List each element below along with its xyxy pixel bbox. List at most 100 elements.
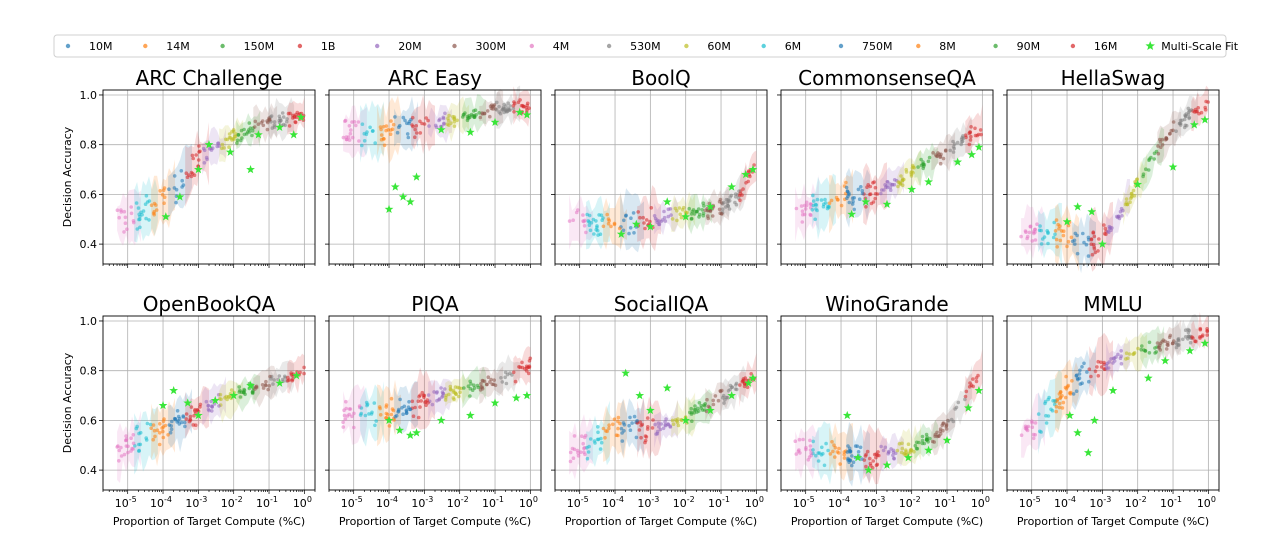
data-point	[939, 152, 943, 157]
data-point	[582, 224, 587, 228]
data-point	[1038, 224, 1042, 228]
data-point	[931, 151, 935, 155]
data-point	[671, 422, 676, 427]
data-point	[413, 127, 418, 132]
data-point	[191, 156, 195, 161]
data-point	[963, 394, 968, 399]
fit-point-star-icon	[861, 197, 871, 206]
data-point	[1023, 229, 1028, 233]
x-tick-label: 10-2	[1125, 495, 1147, 510]
data-point	[1054, 237, 1059, 242]
data-point	[798, 451, 802, 455]
fit-point-star-icon	[465, 127, 475, 136]
data-point	[206, 404, 210, 408]
data-point	[1058, 224, 1062, 228]
data-point	[204, 155, 209, 160]
confidence-band	[202, 126, 226, 175]
data-point	[517, 365, 521, 369]
fit-point-star-icon	[490, 117, 500, 127]
x-tick-label: 10-3	[1089, 495, 1111, 510]
data-point	[1058, 396, 1062, 401]
data-point	[837, 446, 841, 451]
data-point	[811, 199, 816, 203]
data-point	[1091, 230, 1096, 234]
data-point	[395, 130, 400, 135]
data-point	[144, 436, 148, 440]
data-point	[134, 426, 139, 431]
data-point	[696, 207, 701, 211]
fit-point-star-icon	[1073, 202, 1083, 211]
data-point	[1086, 237, 1091, 242]
data-point	[597, 213, 601, 217]
data-point	[1153, 346, 1157, 350]
data-point	[1181, 337, 1185, 342]
fit-point-star-icon	[229, 390, 239, 400]
data-point	[204, 399, 209, 404]
data-point	[911, 171, 915, 175]
data-point	[172, 186, 177, 190]
data-point	[599, 440, 604, 445]
data-point	[742, 384, 747, 389]
data-point	[1031, 436, 1036, 441]
data-point	[718, 197, 723, 202]
data-point	[587, 223, 592, 227]
fit-point-star-icon	[398, 192, 408, 201]
data-point	[403, 118, 407, 123]
data-point	[227, 135, 232, 140]
data-point	[1099, 365, 1104, 369]
data-point	[1031, 432, 1036, 437]
data-point	[1102, 223, 1106, 227]
data-point	[568, 459, 573, 464]
confidence-band	[1140, 325, 1165, 370]
data-point	[627, 423, 631, 428]
data-point	[123, 215, 128, 220]
data-point	[1030, 239, 1035, 243]
data-point	[256, 122, 261, 126]
data-point	[462, 112, 466, 117]
x-tick-label: 10-4	[602, 495, 624, 510]
data-point	[810, 208, 815, 212]
data-point	[430, 402, 435, 407]
confidence-band	[1055, 359, 1079, 433]
data-point	[695, 209, 699, 214]
data-point	[1035, 222, 1039, 226]
data-point	[653, 422, 657, 427]
fit-point-star-icon	[974, 142, 984, 151]
confidence-band	[931, 131, 956, 172]
data-point	[821, 204, 826, 209]
confidence-band	[603, 399, 627, 462]
data-point	[636, 210, 640, 214]
data-point	[1124, 351, 1129, 356]
data-point	[220, 142, 225, 147]
legend-marker	[993, 43, 998, 49]
data-point	[941, 156, 946, 161]
data-point	[734, 383, 738, 387]
confidence-band	[1106, 338, 1130, 381]
data-point	[267, 118, 271, 122]
confidence-band	[377, 379, 401, 447]
data-point	[1025, 425, 1029, 430]
data-point	[659, 219, 663, 224]
data-point	[341, 420, 345, 425]
data-point	[432, 390, 436, 394]
fit-point-star-icon	[225, 147, 235, 156]
data-point	[416, 415, 421, 420]
data-point	[157, 442, 162, 447]
data-point	[471, 109, 476, 113]
data-point	[1115, 214, 1119, 219]
data-point	[478, 115, 483, 120]
x-tick-label: 10-3	[185, 495, 207, 510]
data-point	[1066, 239, 1071, 244]
data-point	[1105, 366, 1109, 371]
data-point	[179, 169, 184, 173]
data-point	[499, 376, 503, 380]
data-point	[1049, 407, 1053, 412]
legend-marker	[452, 43, 457, 49]
data-point	[129, 436, 133, 441]
data-point	[455, 118, 460, 123]
data-point	[702, 408, 707, 412]
data-point	[816, 459, 821, 463]
data-point	[811, 439, 815, 444]
data-point	[1070, 239, 1075, 244]
data-point	[356, 120, 361, 124]
